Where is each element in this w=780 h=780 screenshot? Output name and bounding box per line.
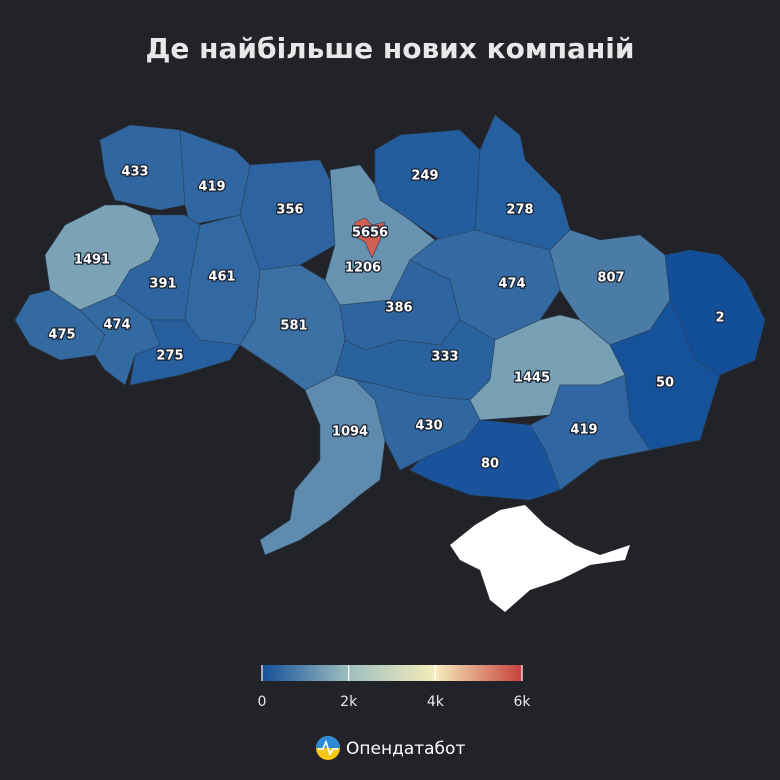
- value-label: 5656: [352, 226, 388, 241]
- value-label: 419: [198, 180, 225, 195]
- region: [129, 319, 241, 386]
- value-label: 475: [48, 328, 75, 343]
- value-label: 433: [121, 165, 148, 180]
- value-label: 419: [570, 423, 597, 438]
- region: [99, 124, 186, 211]
- value-label: 1445: [514, 371, 550, 386]
- value-label: 50: [656, 376, 674, 391]
- value-label: 249: [411, 169, 438, 184]
- crimea: [450, 505, 630, 612]
- region: [529, 374, 651, 491]
- value-label: 386: [385, 301, 412, 316]
- logo: Опендатабот: [316, 736, 465, 760]
- legend: 0 2k 4k 6k: [258, 665, 531, 710]
- value-label: 1094: [332, 425, 368, 440]
- region: [409, 419, 561, 501]
- value-label: 474: [103, 318, 130, 333]
- colorbar: [262, 665, 522, 681]
- value-label: 474: [498, 277, 525, 292]
- value-label: 581: [280, 319, 307, 334]
- labels: 433 419 356 249 278 1491 391 461 5656 1206 474 807 4…: [47, 163, 726, 473]
- value-label: 461: [208, 270, 235, 285]
- region: [351, 217, 386, 259]
- regions: [14, 114, 766, 556]
- value-label: 391: [149, 277, 176, 292]
- value-label: 275: [156, 349, 183, 364]
- value-label: 356: [276, 203, 303, 218]
- value-label: 430: [415, 419, 442, 434]
- value-label: 333: [431, 350, 458, 365]
- value-label: 278: [506, 203, 533, 218]
- value-label: 1206: [345, 261, 381, 276]
- logo-pulse: [318, 739, 338, 756]
- value-label: 1491: [74, 253, 110, 268]
- legend-tick-label: 0: [258, 694, 267, 710]
- legend-tick-label: 4k: [427, 694, 445, 710]
- legend-tick-label: 6k: [513, 694, 531, 710]
- logo-icon-top: [316, 736, 340, 748]
- title: Де найбільше нових компаній: [145, 32, 634, 65]
- legend-tick-label: 2k: [340, 694, 358, 710]
- value-label: 2: [715, 311, 724, 326]
- region: [79, 294, 161, 386]
- brand: Опендатабот: [346, 739, 465, 759]
- value-label: 80: [481, 457, 499, 472]
- value-label: 807: [597, 271, 624, 286]
